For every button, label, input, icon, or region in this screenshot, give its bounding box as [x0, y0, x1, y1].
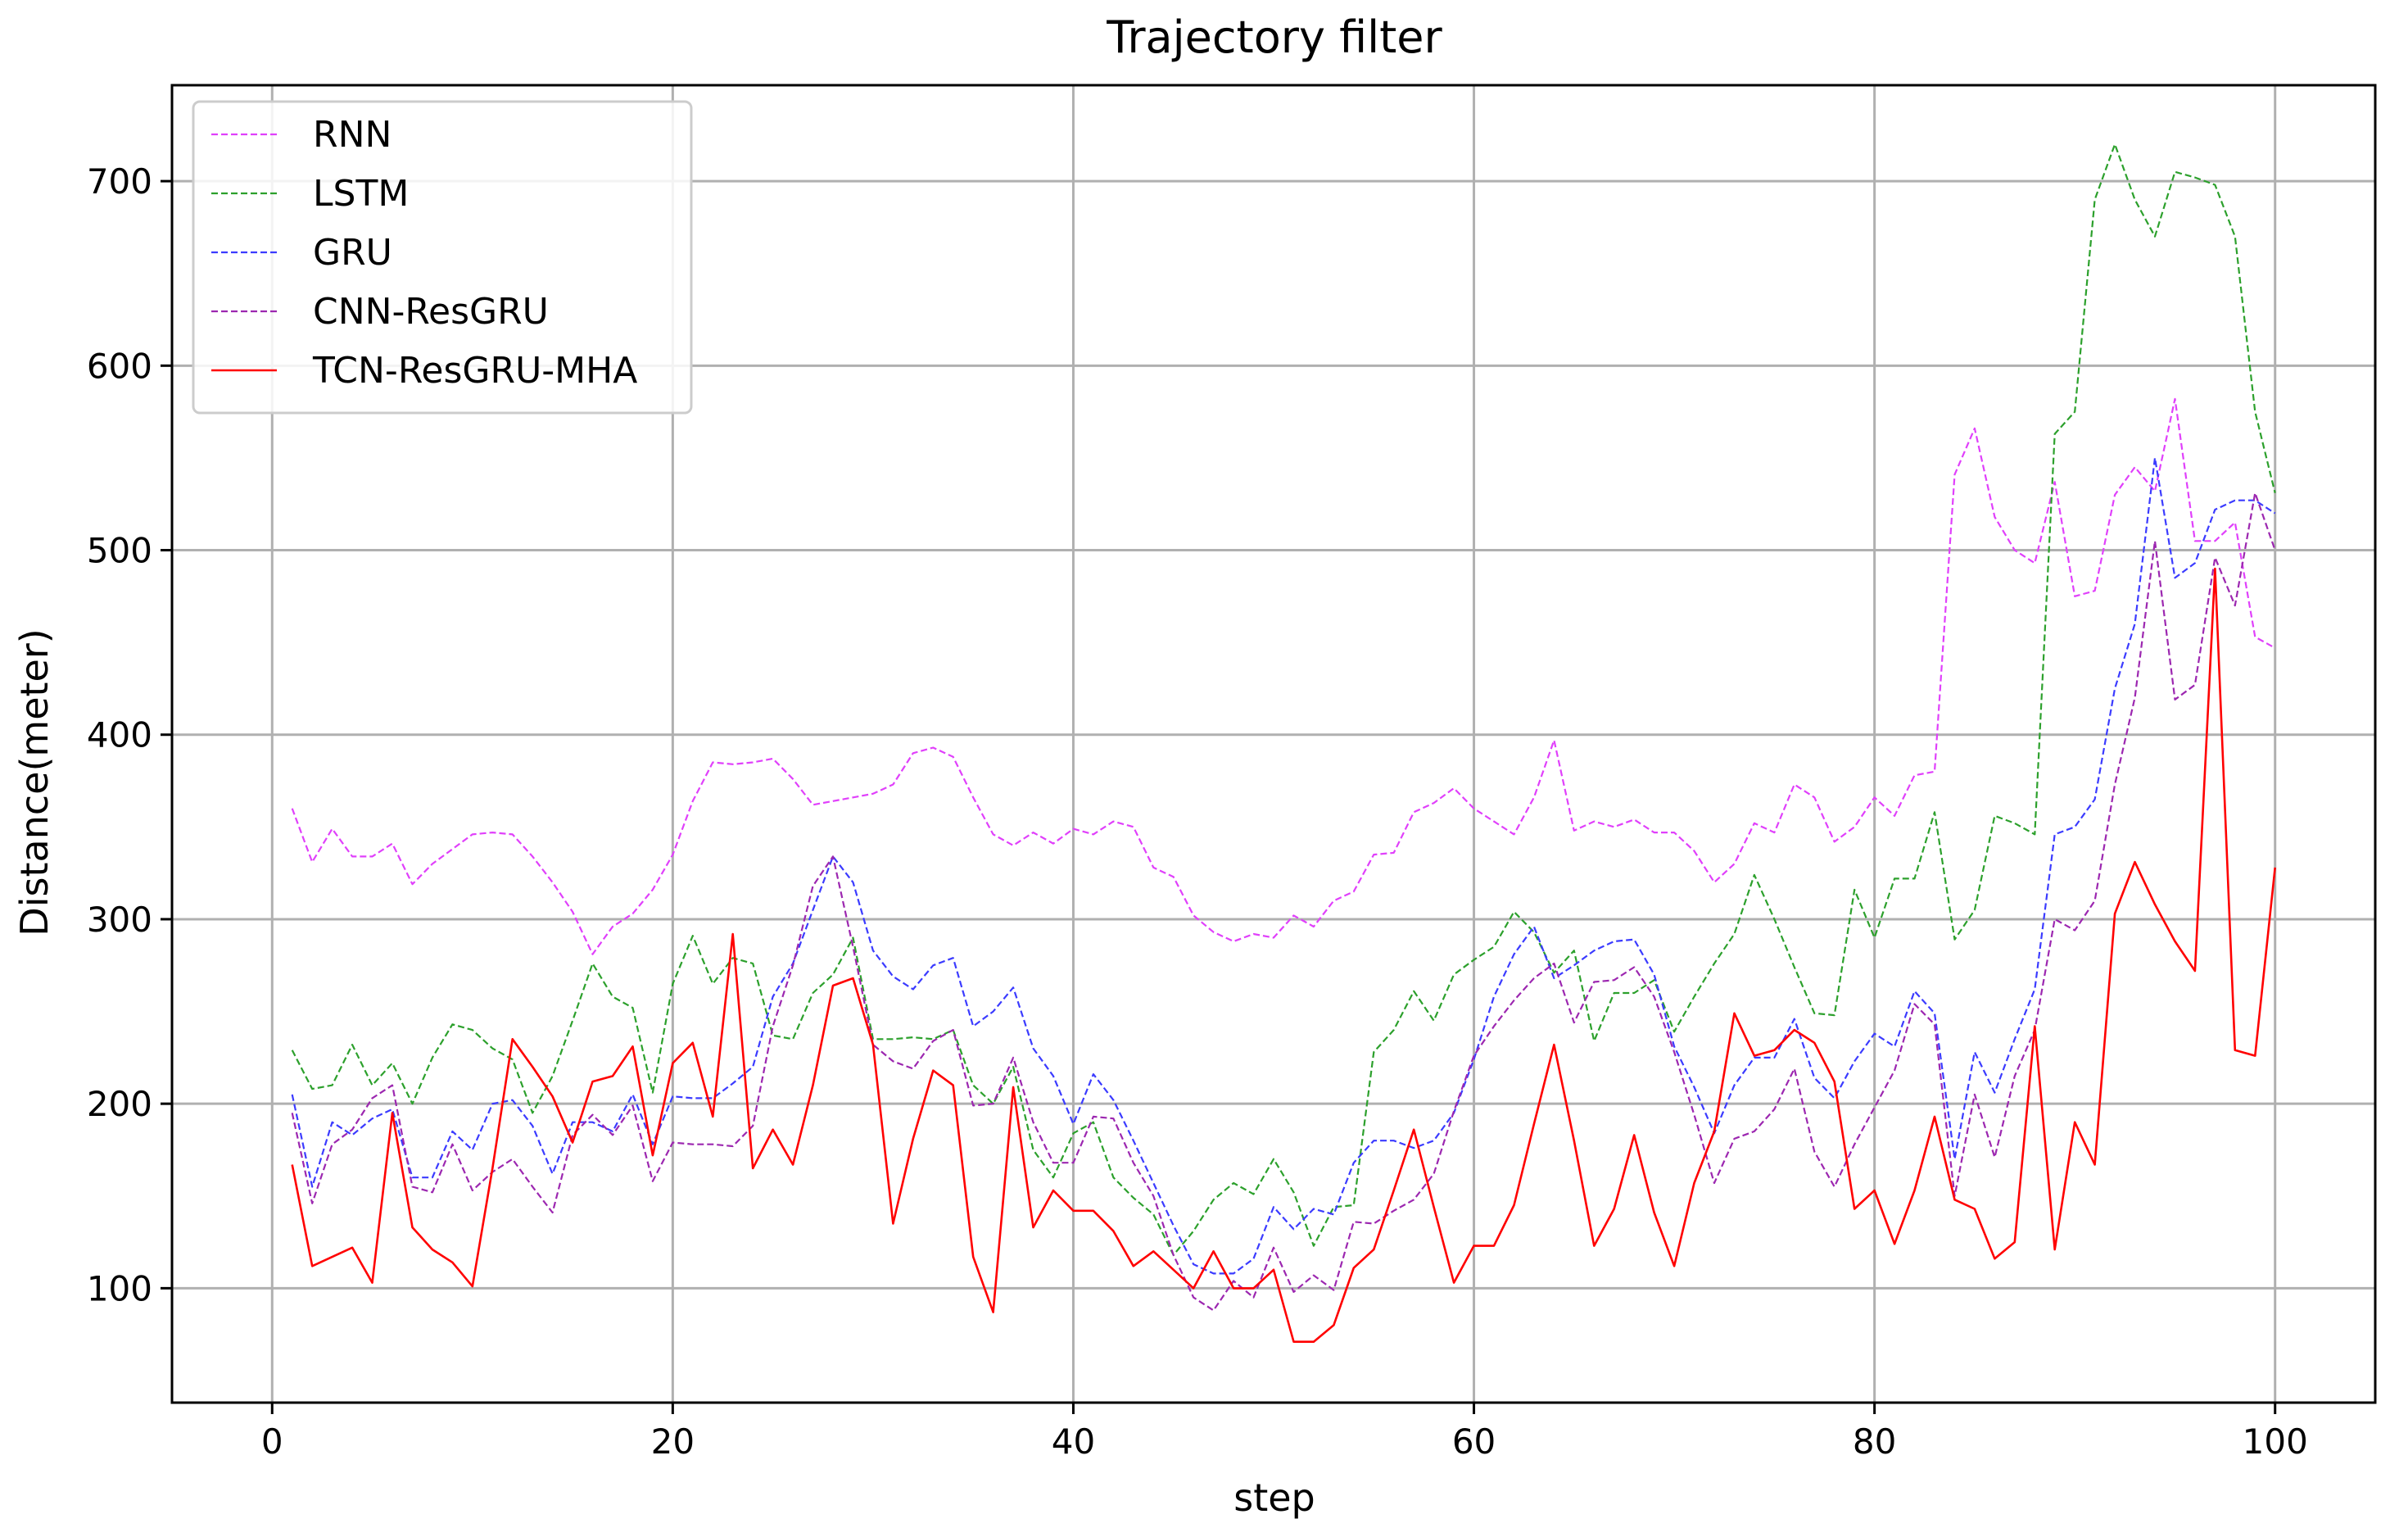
legend-label: GRU [313, 232, 392, 274]
y-tick-label: 100 [87, 1268, 152, 1308]
y-tick-label: 300 [87, 900, 152, 940]
y-axis-label: Distance(meter) [12, 628, 57, 936]
x-axis-label: step [1233, 1476, 1315, 1520]
grid-lines [172, 85, 2375, 1403]
x-tick-label: 20 [651, 1421, 695, 1462]
legend-label: LSTM [313, 173, 409, 215]
y-tick-label: 700 [87, 161, 152, 202]
series-lines [291, 143, 2276, 1343]
y-tick-label: 600 [87, 346, 152, 386]
legend-label: TCN-ResGRU-MHA [312, 350, 637, 392]
y-tick-label: 400 [87, 715, 152, 755]
series-line-rnn [291, 397, 2276, 955]
x-tick-label: 0 [261, 1421, 283, 1462]
plot-frame [170, 84, 2377, 1404]
legend: RNN LSTM GRU CNN-ResGRU TCN-ResGRU-MHA [192, 100, 693, 415]
x-tick-label: 60 [1452, 1421, 1496, 1462]
axis-ticks: 0 20 40 60 80 100 100 200 300 400 500 600 700 [87, 161, 2308, 1462]
series-line-lstm [291, 143, 2276, 1256]
series-line-cnn-resgru [291, 492, 2276, 1312]
legend-box [192, 100, 693, 415]
x-tick-label: 40 [1052, 1421, 1095, 1462]
series-line-gru [291, 456, 2276, 1275]
series-line-tcn-resgru-mha [291, 567, 2276, 1343]
legend-label: RNN [313, 114, 392, 156]
x-tick-label: 100 [2243, 1421, 2308, 1462]
x-tick-label: 80 [1853, 1421, 1896, 1462]
chart-title: Trajectory filter [1106, 11, 1442, 63]
legend-label: CNN-ResGRU [313, 291, 549, 333]
y-tick-label: 200 [87, 1084, 152, 1124]
y-tick-label: 500 [87, 531, 152, 571]
